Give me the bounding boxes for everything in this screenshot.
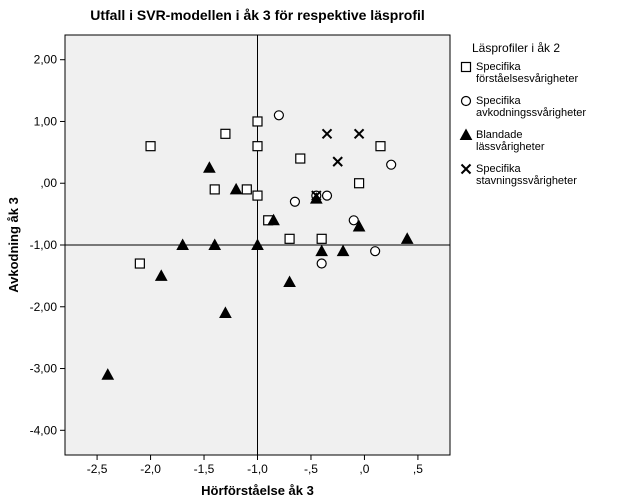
- y-tick-label: ,00: [40, 176, 57, 190]
- legend-label: Blandade: [476, 129, 523, 141]
- data-point-square: [296, 154, 305, 163]
- x-tick-label: -1,5: [194, 462, 215, 476]
- legend-label: Specifika: [476, 95, 522, 107]
- y-tick-label: 1,00: [34, 114, 58, 128]
- data-point-circle: [371, 247, 380, 256]
- data-point-circle: [323, 191, 332, 200]
- data-point-square: [135, 259, 144, 268]
- x-tick-label: -1,0: [247, 462, 268, 476]
- x-tick-label: -,5: [304, 462, 318, 476]
- legend-label: förståelsesvårigheter: [476, 73, 578, 85]
- legend-marker-circle: [462, 97, 471, 106]
- data-point-circle: [317, 259, 326, 268]
- data-point-square: [221, 129, 230, 138]
- legend-label: Specifika: [476, 61, 522, 73]
- x-tick-label: -2,5: [87, 462, 108, 476]
- y-tick-label: -1,00: [30, 238, 58, 252]
- data-point-square: [317, 234, 326, 243]
- data-point-square: [210, 185, 219, 194]
- x-tick-label: -2,0: [140, 462, 161, 476]
- y-tick-label: -3,00: [30, 362, 58, 376]
- chart-svg: Utfall i SVR-modellen i åk 3 för respekt…: [0, 0, 626, 501]
- legend-title: Läsprofiler i åk 2: [472, 41, 560, 55]
- legend-label: lässvårigheter: [476, 141, 545, 153]
- chart-title: Utfall i SVR-modellen i åk 3 för respekt…: [90, 7, 425, 23]
- x-tick-label: ,0: [359, 462, 369, 476]
- y-tick-label: 2,00: [34, 53, 58, 67]
- y-tick-label: -2,00: [30, 300, 58, 314]
- data-point-square: [376, 142, 385, 151]
- data-point-square: [355, 179, 364, 188]
- data-point-square: [253, 191, 262, 200]
- legend-marker-square: [462, 63, 471, 72]
- legend-label: stavningssvårigheter: [476, 175, 577, 187]
- data-point-circle: [290, 197, 299, 206]
- data-point-square: [253, 142, 262, 151]
- data-point-circle: [349, 216, 358, 225]
- data-point-square: [253, 117, 262, 126]
- legend-label: Specifika: [476, 163, 522, 175]
- x-axis-label: Hörförståelse åk 3: [201, 483, 314, 498]
- data-point-square: [242, 185, 251, 194]
- y-tick-label: -4,00: [30, 423, 58, 437]
- data-point-circle: [274, 111, 283, 120]
- legend-label: avkodningssvårigheter: [476, 107, 586, 119]
- data-point-square: [285, 234, 294, 243]
- scatter-chart: Utfall i SVR-modellen i åk 3 för respekt…: [0, 0, 626, 501]
- data-point-square: [146, 142, 155, 151]
- data-point-circle: [387, 160, 396, 169]
- y-axis-label: Avkodning åk 3: [6, 197, 21, 293]
- x-tick-label: ,5: [413, 462, 423, 476]
